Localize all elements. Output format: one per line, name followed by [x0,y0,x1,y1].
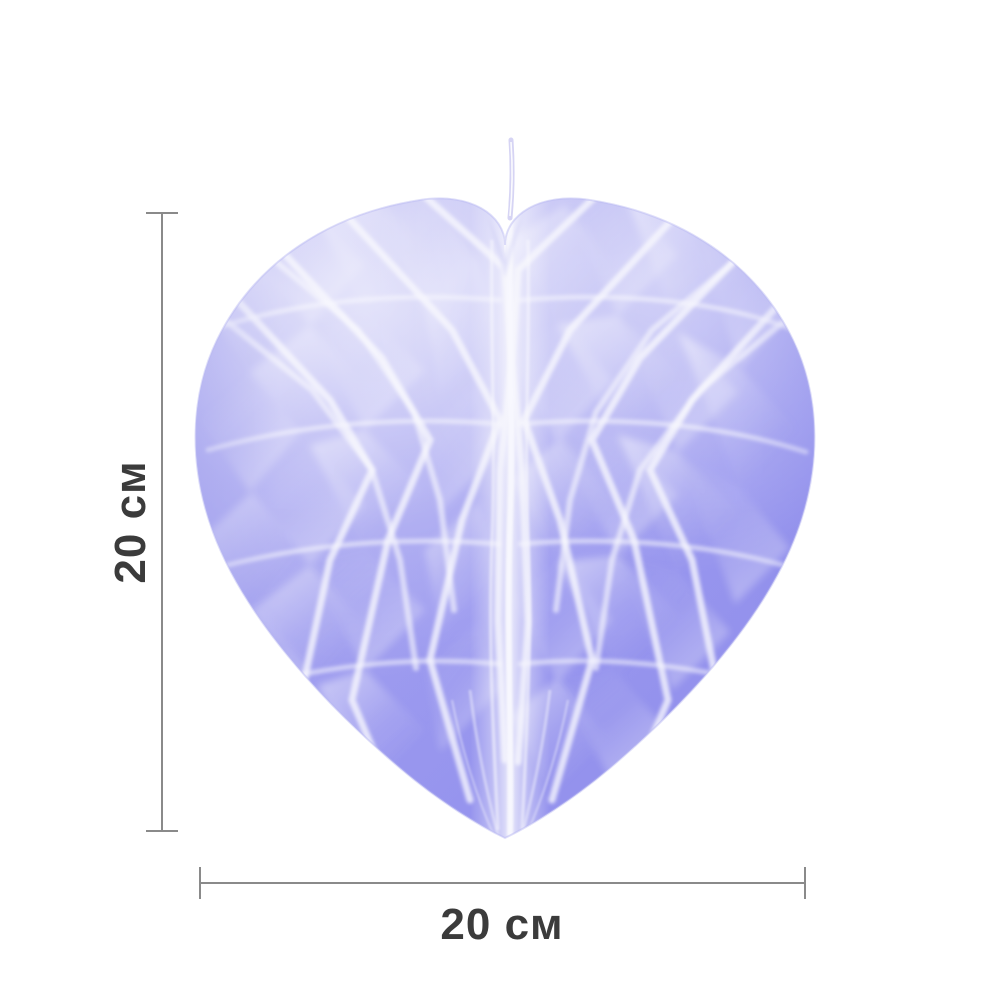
width-dimension-label: 20 см [440,900,564,949]
height-dimension-line [161,212,163,832]
hanging-string-icon [507,137,515,221]
heart-body [195,198,815,838]
width-dimension-cap-right [804,867,806,899]
width-dimension-line [199,882,806,884]
height-dimension-label: 20 см [106,460,155,584]
width-dimension-cap-left [199,867,201,899]
height-dimension-cap-top [146,212,178,214]
height-dimension-cap-bottom [146,830,178,832]
